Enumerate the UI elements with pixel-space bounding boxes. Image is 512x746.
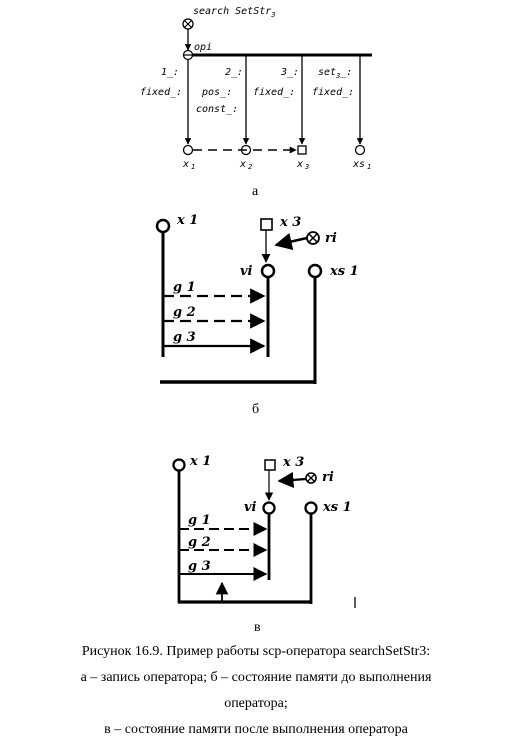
label-x3-c: x 3 [282,455,304,470]
label-ri-b: ri [325,231,337,246]
role-label-set: set3_: [318,67,352,80]
label-g3-b: g 3 [173,330,196,345]
label-x3-b: x 3 [279,215,301,230]
node-xs1-c [304,501,318,515]
arc-ri-b [274,232,308,251]
sublabel-b: б [252,402,259,417]
modifier-label-4: fixed_: [312,87,354,98]
node-xs1-b [307,263,323,279]
operator-name: search SetStr3 [193,6,276,19]
node-x1-b [155,218,171,234]
label-g1-b: g 1 [173,280,196,295]
label-g1-c: g 1 [188,513,211,528]
node-ri-b [306,231,320,245]
node-x3 [297,145,307,155]
label-x1-c: x 1 [189,454,211,469]
caption-line-3: оператора; [224,696,288,711]
label-g3-c: g 3 [188,559,211,574]
operator-node [182,18,194,30]
label-xs1-b: xs 1 [329,264,359,279]
label-x1-b: x 1 [176,213,198,228]
node-x1 [182,144,194,156]
node-xs1 [354,144,366,156]
modifier-label-5: const_: [196,104,238,115]
node-x3-c [264,459,276,471]
label-ri-c: ri [322,470,334,485]
node-label-xs1: xs 1 [352,159,371,171]
caption-line-1: Рисунок 16.9. Пример работы scp-оператор… [81,644,431,659]
diagram-c: x 1 x 3 ri vi xs 1 g 1 g 2 g 3 в [172,454,356,635]
label-vi-b: vi [240,264,253,279]
caption-line-4: в – состояние памяти после выполнения оп… [104,722,408,737]
sublabel-c: в [254,620,261,635]
op-label: opi [194,42,212,53]
label-g2-c: g 2 [188,535,211,550]
arc-ri-c [277,471,307,488]
role-label-3: 3_: [280,67,299,78]
role-label-1: 1_: [161,67,179,78]
node-x1-c [172,458,186,472]
diagram-a: search SetStr3 opi 1_: 2_: 3_: set3_: fi… [140,6,372,199]
sublabel-a: а [252,184,259,199]
label-xs1-c: xs 1 [322,500,352,515]
node-ri-c [305,472,317,484]
modifier-label-2: pos_: [201,87,232,98]
node-x3-b [260,218,273,231]
label-g2-b: g 2 [173,305,196,320]
node-vi-c [262,501,276,515]
opi-node [182,49,194,61]
role-label-2: 2_: [225,67,243,78]
modifier-label-3: fixed_: [253,87,295,98]
modifier-label-1: fixed_: [140,87,182,98]
label-vi-c: vi [244,500,257,515]
diagram-b: x 1 x 3 ri vi xs 1 g 1 g 2 g 3 б [155,213,359,417]
node-vi-b [260,263,276,279]
caption-line-2: а – запись оператора; б – состояние памя… [80,670,432,685]
